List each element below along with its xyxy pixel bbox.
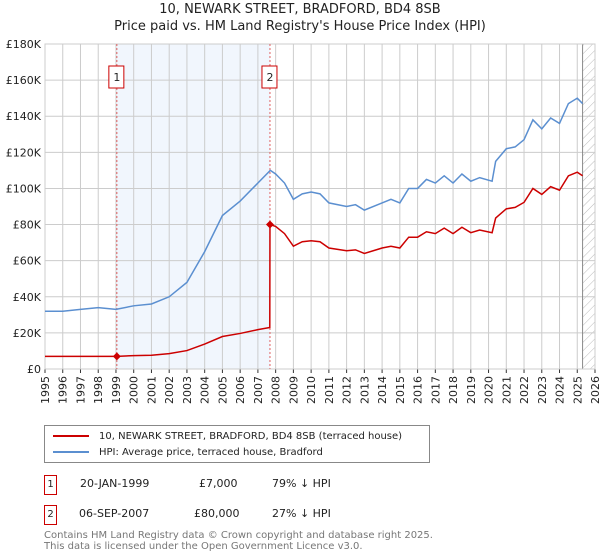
sale-hpi: 27% ↓ HPI [272,507,331,520]
plot-area: 1995 1996 1997 1998 1999 2000 2001 2002 2003 2004… [6,38,600,404]
legend-label: HPI: Average price, terraced house, Brad… [99,446,323,458]
sale-label-box [261,65,278,89]
x-tick-label: 1999 [110,376,123,404]
legend-swatch-blue [53,451,89,453]
forecast-hatch [582,44,595,369]
x-tick-label: 2025 [571,376,584,404]
x-tick-label: 2005 [216,376,229,404]
plot-border [44,43,596,370]
x-tick-label: 2001 [145,376,158,404]
y-tick-label: £60K [13,255,42,268]
x-tick-label: 2024 [554,376,567,404]
x-tick-label: 2018 [447,376,460,404]
x-tick-label: 2026 [589,376,600,404]
legend-item-property: 10, NEWARK STREET, BRADFORD, BD4 8SB (te… [53,428,402,444]
x-tick-label: 1996 [57,376,70,404]
sale-label: 1 [113,71,120,84]
legend-item-hpi: HPI: Average price, terraced house, Brad… [53,444,323,460]
x-tick-label: 2003 [181,376,194,404]
x-tick-label: 2020 [483,376,496,404]
y-tick-label: £140K [6,110,42,123]
sale-point [265,220,274,229]
chart-title: 10, NEWARK STREET, BRADFORD, BD4 8SB [159,2,441,17]
x-tick-label: 1995 [39,376,52,404]
sale-price: £80,000 [194,507,240,520]
y-tick-label: £120K [6,146,42,159]
sale-marker-box: 1 [44,475,57,495]
footer: Contains HM Land Registry data © Crown c… [44,530,433,552]
x-tick-label: 2015 [394,376,407,404]
y-tick-label: £0 [27,363,41,376]
sale-date: 06-SEP-2007 [79,507,150,520]
x-tick-label: 2009 [287,376,300,404]
x-tick-label: 2006 [234,376,247,404]
legend-swatch-red [53,435,89,437]
series-line-property [45,171,584,358]
x-tick-label: 2007 [252,376,265,404]
sale-label-box [108,65,125,89]
x-tick-label: 2023 [536,376,549,404]
x-tick-label: 2010 [305,376,318,404]
series-line-hpi [45,97,584,312]
y-tick-label: £160K [6,74,42,87]
x-tick-label: 2021 [500,376,513,404]
chart-subtitle: Price paid vs. HM Land Registry's House … [114,19,486,34]
legend-label: 10, NEWARK STREET, BRADFORD, BD4 8SB (te… [99,430,403,442]
x-tick-label: 2019 [465,376,478,404]
x-tick-label: 2008 [270,376,283,404]
y-tick-label: £180K [6,38,42,51]
x-tick-label: 2013 [358,376,371,404]
x-tick-label: 1997 [74,376,87,404]
x-tick-label: 2017 [429,376,442,404]
x-tick-label: 2014 [376,376,389,404]
x-tick-label: 2011 [323,376,336,404]
footer-line: Contains HM Land Registry data © Crown c… [44,530,433,541]
sale-marker-box: 2 [44,505,57,525]
y-tick-label: £40K [13,291,42,304]
x-tick-label: 1998 [92,376,105,404]
sale-hpi: 79% ↓ HPI [272,477,331,490]
x-tick-label: 2012 [341,376,354,404]
sale-point [112,352,121,361]
x-tick-label: 2022 [518,376,531,404]
y-tick-label: £80K [13,219,42,232]
x-tick-label: 2002 [163,376,176,404]
x-tick-label: 2004 [199,376,212,404]
footer-line: This data is licensed under the Open Gov… [44,541,363,552]
sale-period-shade [116,44,270,369]
sale-label: 2 [266,71,273,84]
x-tick-label: 2016 [412,376,425,404]
legend: 10, NEWARK STREET, BRADFORD, BD4 8SB (te… [44,425,430,463]
y-tick-label: £100K [6,182,42,195]
sale-price: £7,000 [199,477,238,490]
sale-date: 20-JAN-1999 [80,477,150,490]
x-tick-label: 2000 [128,376,141,404]
y-tick-label: £20K [13,327,42,340]
